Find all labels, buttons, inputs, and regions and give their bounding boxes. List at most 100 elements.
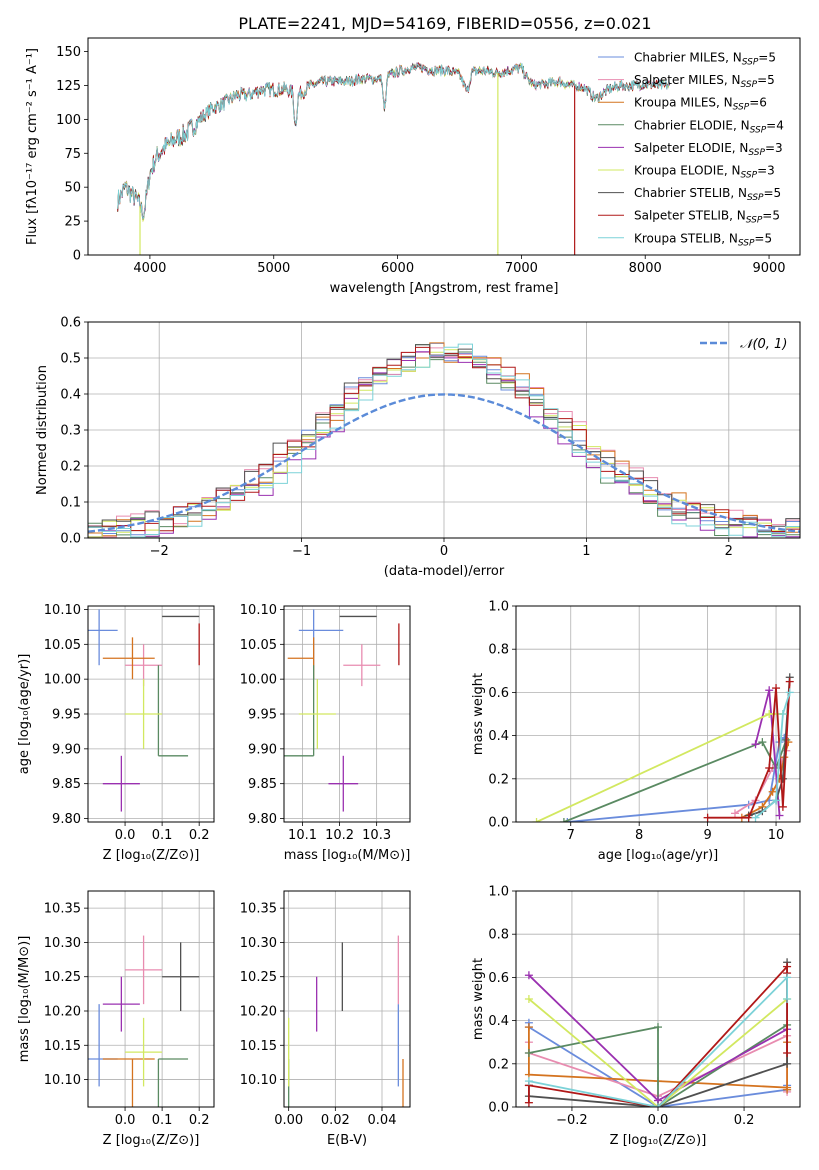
y-tick-label: 9.90 xyxy=(52,742,81,757)
x-tick-label: 0.0 xyxy=(648,1113,669,1128)
y-axis-label: mass weight xyxy=(471,673,486,755)
legend-label: Chabrier MILES, NSSP=5 xyxy=(634,51,776,68)
plot-area xyxy=(88,342,800,538)
spectrum-panel: 4000 5000 6000 7000 8000 9000 0 25 50 75 100 125 150… xyxy=(25,37,801,296)
x-axis-label: Z [log₁₀(Z/Z⊙)] xyxy=(103,1133,200,1148)
legend-label-sub: SSP xyxy=(738,238,755,248)
x-tick-label: 0.2 xyxy=(189,828,210,843)
y-tick-label: 0 xyxy=(73,249,81,264)
y-tick-label: 9.90 xyxy=(248,742,277,757)
legend-label-main: Chabrier STELIB, N xyxy=(634,186,747,200)
y-tick-label: 10.35 xyxy=(240,902,277,917)
legend-label-sub: SSP xyxy=(750,125,767,135)
mass-vs-Z-panel: 0.0 0.1 0.2 10.10 10.15 10.20 10.25 10.30 10.35 Z… xyxy=(17,890,215,1148)
y-tick-label: 0.4 xyxy=(60,388,81,403)
legend-label: 𝒩(0, 1) xyxy=(740,337,787,352)
plot-area xyxy=(88,609,200,812)
axes-frame xyxy=(283,605,411,823)
legend-label-tail: =5 xyxy=(764,186,782,200)
x-tick-label: 0.0 xyxy=(115,1113,136,1128)
weight-line-kroupa-miles xyxy=(528,1027,788,1090)
legend-label: Salpeter ELODIE, NSSP=3 xyxy=(634,141,783,158)
legend-label-sub: SSP xyxy=(748,148,765,158)
legend-label-tail: =3 xyxy=(765,141,783,155)
legend-label-main: Chabrier MILES, N xyxy=(634,51,742,65)
y-axis-label: Flux [fλ10⁻¹⁷ erg cm⁻² s⁻¹ A⁻¹] xyxy=(25,48,40,245)
y-tick-label: 10.05 xyxy=(240,638,277,653)
residuals-panel: −2 −1 0 1 2 0.0 0.1 0.2 0.3 0.4 0.5 0.6 (data-model)… xyxy=(35,316,801,579)
y-tick-label: 50 xyxy=(64,181,81,196)
x-tick-label: 0 xyxy=(440,544,448,559)
x-tick-label: 0.00 xyxy=(274,1113,303,1128)
plot-area xyxy=(88,935,200,1107)
y-tick-label: 0.6 xyxy=(60,316,81,331)
spectrum-line-kroupa-stelib xyxy=(117,62,671,220)
y-tick-label: 100 xyxy=(56,113,81,128)
legend-label-main: Salpeter ELODIE, N xyxy=(634,141,748,155)
y-tick-label: 150 xyxy=(56,45,81,60)
y-tick-label: 9.95 xyxy=(52,708,81,723)
y-axis-label: age [log₁₀(age/yr)] xyxy=(17,654,32,775)
y-tick-label: 0.8 xyxy=(488,643,509,658)
figure-title: PLATE=2241, MJD=54169, FIBERID=0556, z=0… xyxy=(238,14,651,33)
x-tick-label: 2 xyxy=(725,544,733,559)
y-tick-label: 1.0 xyxy=(488,885,509,900)
x-tick-label: 8000 xyxy=(629,261,662,276)
x-tick-label: 7 xyxy=(567,828,575,843)
y-tick-label: 0.3 xyxy=(60,424,81,439)
y-tick-label: 10.25 xyxy=(240,970,277,985)
x-tick-label: 0.02 xyxy=(321,1113,350,1128)
y-tick-label: 10.10 xyxy=(44,1073,81,1088)
legend-label-tail: =5 xyxy=(758,51,776,65)
x-axis-label: E(B-V) xyxy=(327,1133,367,1148)
legend-label-main: Kroupa STELIB, N xyxy=(634,231,738,245)
legend-label-main: Kroupa ELODIE, N xyxy=(634,164,741,178)
x-tick-label: 0.1 xyxy=(152,1113,173,1128)
y-tick-label: 75 xyxy=(64,147,81,162)
plot-area xyxy=(117,61,671,255)
y-tick-label: 0.6 xyxy=(488,686,509,701)
y-tick-label: 1.0 xyxy=(488,600,509,615)
y-tick-label: 9.85 xyxy=(52,777,81,792)
normal-curve xyxy=(88,393,800,533)
y-tick-label: 10.05 xyxy=(44,638,81,653)
x-tick-label: 9000 xyxy=(752,261,785,276)
y-tick-label: 0.2 xyxy=(488,1057,509,1072)
axes-frame xyxy=(87,37,801,256)
y-tick-label: 9.85 xyxy=(248,777,277,792)
y-tick-label: 0.4 xyxy=(488,729,509,744)
y-tick-label: 0.4 xyxy=(488,1014,509,1029)
plot-area xyxy=(532,673,794,822)
plot-area xyxy=(288,935,404,1107)
x-tick-label: 10.1 xyxy=(288,828,317,843)
legend-label-sub: SSP xyxy=(746,216,763,226)
x-axis-label: (data-model)/error xyxy=(384,564,505,579)
legend-label-main: Kroupa MILES, N xyxy=(634,96,733,110)
legend-label-tail: =5 xyxy=(762,209,780,223)
weight-line-chabrier-elodie xyxy=(563,739,788,822)
y-tick-label: 10.35 xyxy=(44,902,81,917)
y-tick-label: 10.15 xyxy=(44,1039,81,1054)
weight-vs-age-panel: 7 8 9 10 0.0 0.2 0.4 0.6 0.8 1.0 age [log₁₀(age/yr… xyxy=(471,600,801,863)
x-axis-label: Z [log₁₀(Z/Z⊙)] xyxy=(103,848,200,863)
y-tick-label: 10.25 xyxy=(44,970,81,985)
x-tick-label: 0.1 xyxy=(152,828,173,843)
y-tick-label: 9.95 xyxy=(248,708,277,723)
legend-label-sub: SSP xyxy=(747,193,764,203)
legend-label: Kroupa MILES, NSSP=6 xyxy=(634,96,767,113)
x-axis-label: age [log₁₀(age/yr)] xyxy=(598,848,719,863)
x-tick-label: 7000 xyxy=(505,261,538,276)
x-tick-label: 10.3 xyxy=(362,828,391,843)
y-tick-label: 0.0 xyxy=(488,816,509,831)
y-tick-label: 10.30 xyxy=(44,936,81,951)
x-tick-label: 4000 xyxy=(133,261,166,276)
histogram-step-kroupa-stelib xyxy=(88,343,800,538)
y-axis-label: mass weight xyxy=(471,958,486,1040)
legend-label: Kroupa ELODIE, NSSP=3 xyxy=(634,164,775,181)
x-tick-label: −0.2 xyxy=(556,1113,588,1128)
axes-frame xyxy=(283,890,411,1108)
legend-label-tail: =6 xyxy=(749,96,767,110)
spectrum-line-salpeter-stelib xyxy=(117,61,671,218)
x-tick-label: 10 xyxy=(768,828,785,843)
